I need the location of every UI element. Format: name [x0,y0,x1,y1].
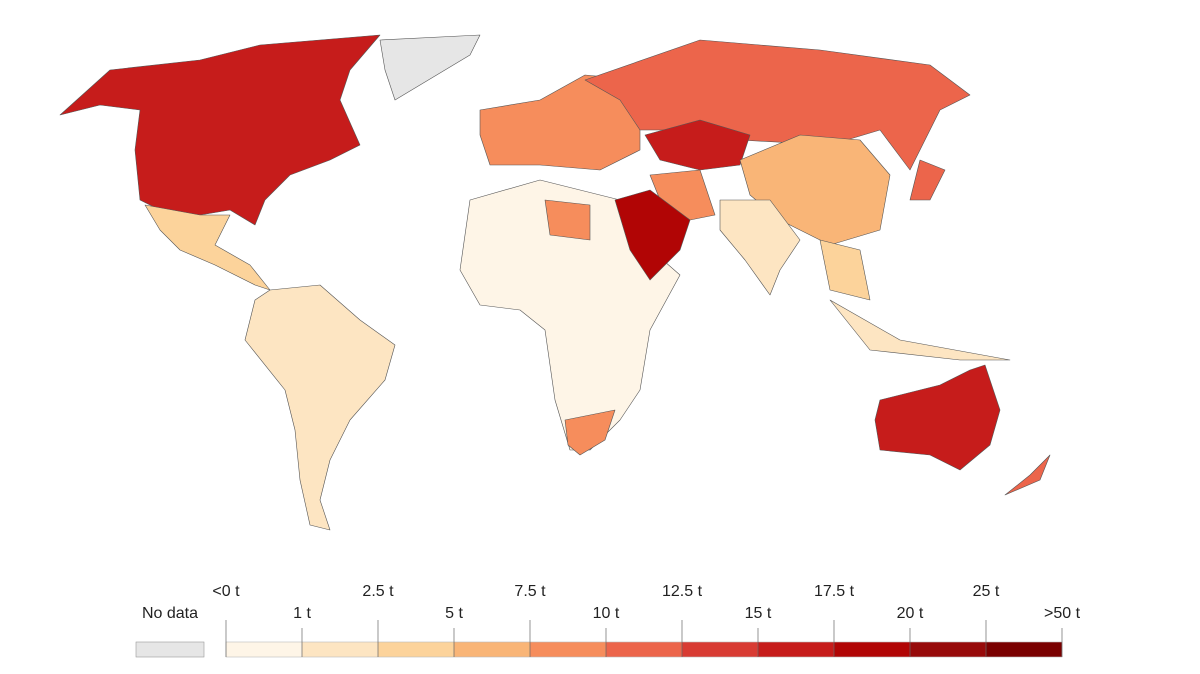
legend-swatch [910,642,986,657]
indonesia [829,299,1011,361]
legend-tick-label: 12.5 t [662,583,703,600]
legend-tick-label: <0 t [212,583,240,600]
legend: No data <0 t 1 t 2.5 t 5 t 7.5 t 10 t 12.5 t 15… [135,583,1081,658]
no-data-swatch [135,641,205,658]
south-america [244,284,396,531]
legend-swatch [986,642,1062,657]
legend-swatch [758,642,834,657]
legend-swatch [682,642,758,657]
russia [584,39,971,171]
world-map [59,34,1051,531]
legend-tick-label: 1 t [293,605,311,622]
iran [649,169,716,221]
libya [544,199,591,241]
australia [874,364,1001,471]
legend-tick-label: 20 t [897,605,924,622]
legend-tick-label: 25 t [973,583,1000,600]
legend-swatch [530,642,606,657]
legend-swatch [378,642,454,657]
north-america [59,34,381,226]
greenland [379,34,481,101]
south-africa [564,409,616,456]
india [719,199,801,296]
new-zealand [1004,454,1051,496]
legend-tick-label: 10 t [593,605,620,622]
legend-swatch [454,642,530,657]
saudi-arabia [614,189,691,281]
kazakhstan [644,119,751,171]
legend-tick-label: 15 t [745,605,772,622]
legend-swatch [834,642,910,657]
legend-tick-label: 2.5 t [362,583,394,600]
legend-swatch [302,642,378,657]
legend-swatch [226,642,302,657]
legend-tick-label: 17.5 t [814,583,855,600]
legend-tick-label: >50 t [1044,605,1081,622]
europe [479,74,641,171]
no-data-label: No data [142,605,198,622]
legend-tick-label: 7.5 t [514,583,546,600]
legend-tick-label: 5 t [445,605,463,622]
legend-swatch [606,642,682,657]
japan [909,159,946,201]
southeast-asia [819,239,871,301]
